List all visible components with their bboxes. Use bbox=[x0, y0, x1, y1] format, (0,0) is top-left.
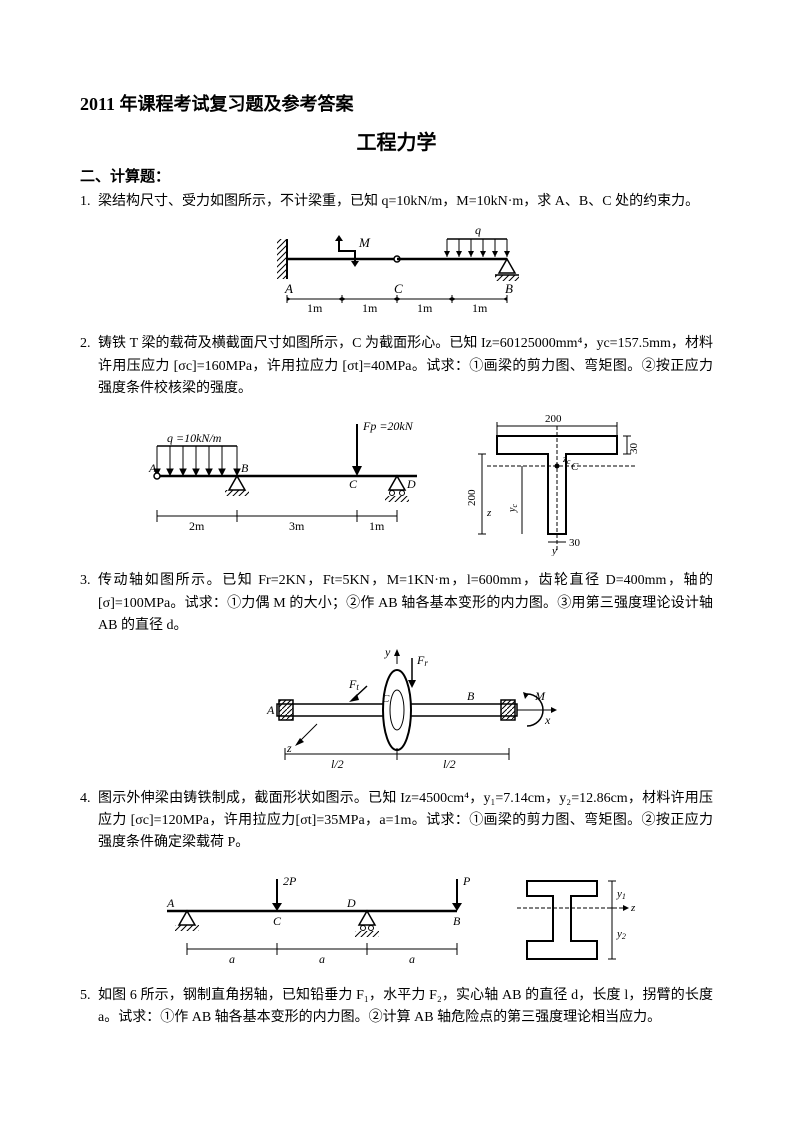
figure-1: q M A C B 1m 1m 1m 1m bbox=[80, 219, 713, 319]
dim-3m: 3m bbox=[289, 519, 305, 533]
label-B3: B bbox=[467, 689, 475, 703]
label-z3: z bbox=[286, 741, 292, 755]
label-Fp: Fp =20kN bbox=[362, 419, 414, 433]
label-y2: y2 bbox=[616, 928, 626, 941]
label-B: B bbox=[241, 461, 249, 475]
label-z4: z bbox=[630, 902, 636, 914]
dim-1m: 1m bbox=[369, 519, 385, 533]
problem-text: 传动轴如图所示。已知 Fr=2KN，Ft=5KN，M=1KN·m，l=600mm… bbox=[98, 570, 713, 637]
label-z: z bbox=[486, 507, 492, 519]
label-y3: y bbox=[384, 645, 391, 659]
dim-a2: a bbox=[319, 952, 325, 966]
label-P: P bbox=[462, 874, 471, 888]
label-C4: C bbox=[273, 914, 282, 928]
label-C: C bbox=[349, 477, 358, 491]
problem-text: 梁结构尺寸、受力如图所示，不计梁重，已知 q=10kN/m，M=10kN·m，求… bbox=[98, 191, 713, 213]
section-heading: 二、计算题： bbox=[80, 165, 713, 189]
problem-number: 3. bbox=[80, 570, 98, 637]
label-M: M bbox=[358, 235, 371, 250]
label-Ft: Ft bbox=[348, 677, 359, 692]
problem-number: 2. bbox=[80, 333, 98, 400]
label-zc: zc bbox=[562, 454, 571, 466]
label-y1: y1 bbox=[616, 888, 626, 901]
label-B4: B bbox=[453, 914, 461, 928]
dim-1: 1m bbox=[307, 301, 323, 315]
dim-3: 1m bbox=[417, 301, 433, 315]
problem-number: 4. bbox=[80, 788, 98, 855]
dim-2m: 2m bbox=[189, 519, 205, 533]
label-C: C bbox=[394, 281, 403, 296]
dim-4: 1m bbox=[472, 301, 488, 315]
problem-4: 4. 图示外伸梁由铸铁制成，截面形状如图示。已知 Iz=4500cm⁴，y₁=7… bbox=[80, 788, 713, 855]
sub-title: 工程力学 bbox=[80, 127, 713, 159]
label-2P: 2P bbox=[283, 874, 297, 888]
beam-diagram: q =10kN/m Fp =20kN A B C D 2m 3m bbox=[148, 419, 417, 533]
dim-a1: a bbox=[229, 952, 235, 966]
dim-200: 200 bbox=[545, 413, 562, 425]
label-A: A bbox=[148, 461, 157, 475]
label-M3: M bbox=[534, 689, 546, 703]
label-A3: A bbox=[266, 703, 275, 717]
problem-text: 图示外伸梁由铸铁制成，截面形状如图示。已知 Iz=4500cm⁴，y₁=7.14… bbox=[98, 788, 713, 855]
label-x: x bbox=[544, 713, 551, 727]
label-A4: A bbox=[166, 896, 175, 910]
dim-l2b: l/2 bbox=[443, 757, 456, 771]
figure-2: q =10kN/m Fp =20kN A B C D 2m 3m bbox=[80, 406, 713, 556]
label-D4: D bbox=[346, 896, 356, 910]
problem-3: 3. 传动轴如图所示。已知 Fr=2KN，Ft=5KN，M=1KN·m，l=60… bbox=[80, 570, 713, 637]
problem-text: 铸铁 T 梁的载荷及横截面尺寸如图所示，C 为截面形心。已知 Iz=601250… bbox=[98, 333, 713, 400]
label-B: B bbox=[505, 281, 513, 296]
figure-4: A 2P C D P B a a a z bbox=[80, 861, 713, 971]
label-q: q =10kN/m bbox=[167, 431, 222, 445]
label-Csec: C bbox=[571, 461, 579, 473]
problem-number: 5. bbox=[80, 985, 98, 1030]
problem-2: 2. 铸铁 T 梁的载荷及横截面尺寸如图所示，C 为截面形心。已知 Iz=601… bbox=[80, 333, 713, 400]
label-C3: C bbox=[382, 693, 390, 705]
label-D: D bbox=[406, 477, 416, 491]
svg-text:yc: yc bbox=[507, 504, 519, 513]
dim-2: 1m bbox=[362, 301, 378, 315]
main-title: 2011 年课程考试复习题及参考答案 bbox=[80, 90, 713, 119]
dim-30a: 30 bbox=[628, 443, 640, 455]
figure-3: A M x y z Fr Ft B C l/2 l/2 bbox=[80, 644, 713, 774]
dim-a3: a bbox=[409, 952, 415, 966]
problem-5: 5. 如图 6 所示，钢制直角拐轴，已知铅垂力 F₁，水平力 F₂，实心轴 AB… bbox=[80, 985, 713, 1030]
dim-l2a: l/2 bbox=[331, 757, 344, 771]
i-section: z y1 y2 bbox=[517, 881, 636, 959]
label-y: y bbox=[551, 545, 557, 556]
cross-section: C zc y z 200 30 200 yc 30 bbox=[466, 413, 640, 556]
label-q: q bbox=[475, 223, 481, 237]
dim-30b: 30 bbox=[569, 537, 581, 549]
dim-h200: 200 bbox=[466, 489, 478, 506]
label-Fr: Fr bbox=[416, 653, 428, 668]
problem-number: 1. bbox=[80, 191, 98, 213]
label-A: A bbox=[284, 281, 293, 296]
problem-1: 1. 梁结构尺寸、受力如图所示，不计梁重，已知 q=10kN/m，M=10kN·… bbox=[80, 191, 713, 213]
problem-text: 如图 6 所示，钢制直角拐轴，已知铅垂力 F₁，水平力 F₂，实心轴 AB 的直… bbox=[98, 985, 713, 1030]
